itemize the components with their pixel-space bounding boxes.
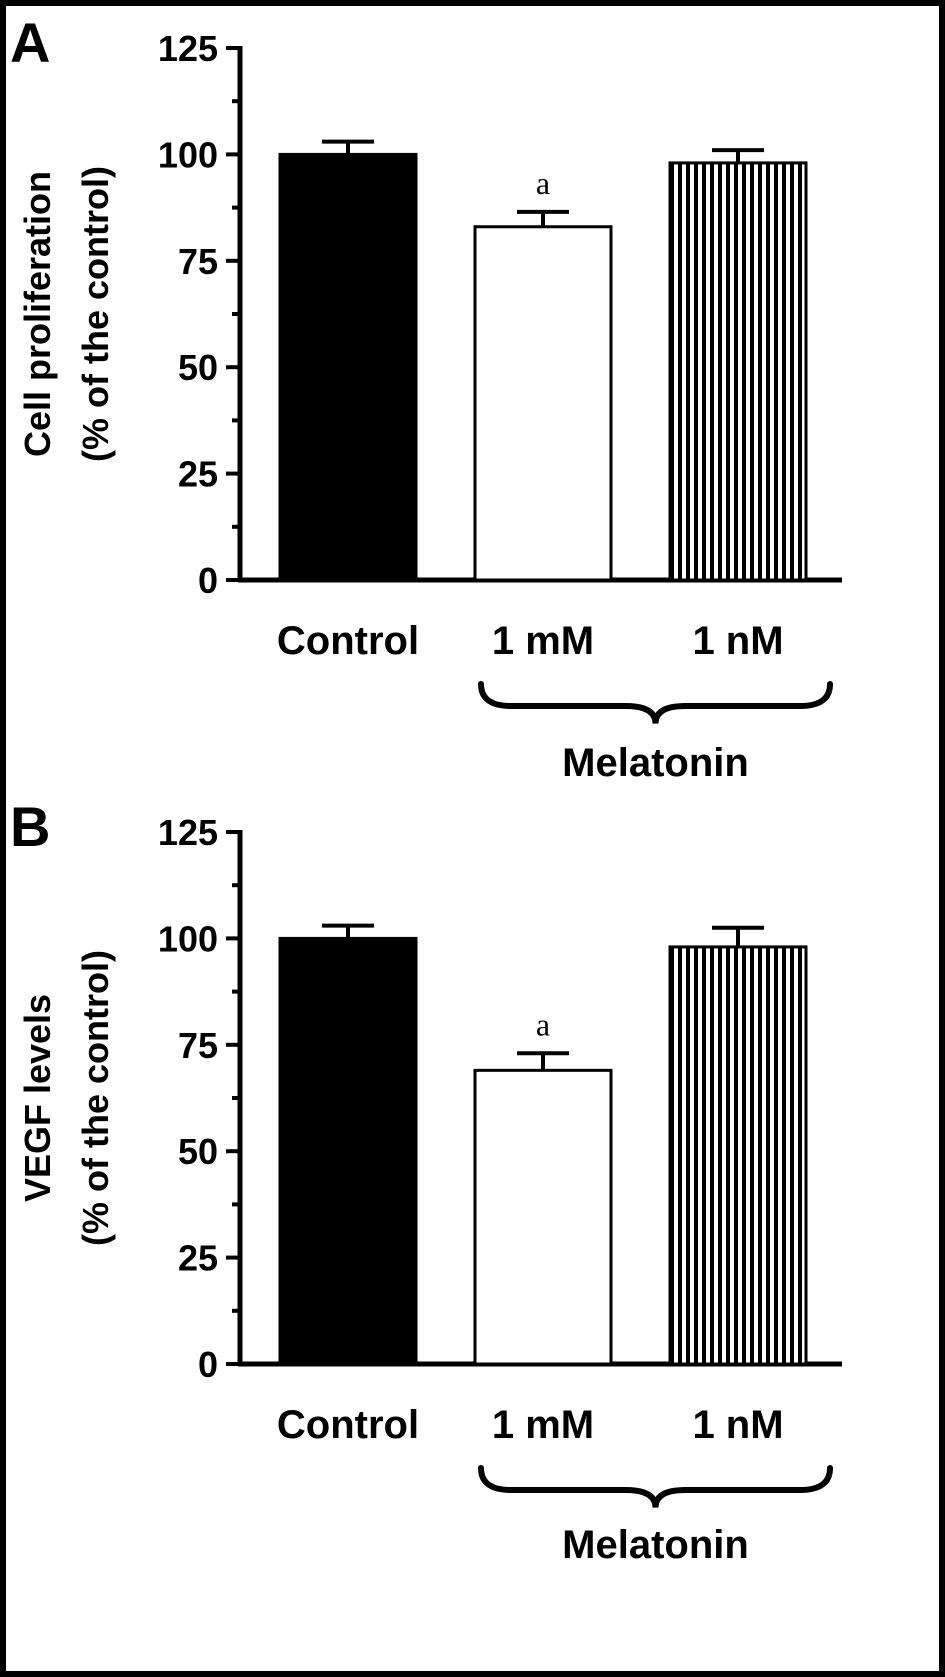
y-tick-label: 75 <box>178 1025 218 1066</box>
significance-label: a <box>536 1006 550 1042</box>
x-category-label: Control <box>277 1403 419 1447</box>
bar-1-nm <box>668 161 808 582</box>
y-tick-label: 125 <box>158 812 218 853</box>
x-category-label: 1 mM <box>492 619 594 663</box>
x-category-label: 1 mM <box>492 1403 594 1447</box>
x-category-label: Control <box>277 619 419 663</box>
bar-control <box>278 936 418 1366</box>
x-category-label: 1 nM <box>692 1403 783 1447</box>
bar-1-nm <box>668 945 808 1366</box>
y-tick-label: 25 <box>178 1238 218 1279</box>
panel-b: B VEGF levels (% of the control) 0 25 50 75 100… <box>10 795 842 1567</box>
y-tick-label: 100 <box>158 134 218 175</box>
figure: A Cell proliferation (% of the control) 0 25… <box>6 6 939 1671</box>
group-label: Melatonin <box>562 1523 749 1567</box>
y-tick-label: 100 <box>158 918 218 959</box>
y-tick-label: 50 <box>178 1131 218 1172</box>
group-brace <box>478 1465 833 1508</box>
y-axis-label-line: Cell proliferation <box>17 171 58 457</box>
y-axis-label-line: (% of the control) <box>75 950 116 1246</box>
panel-letter: A <box>10 11 50 74</box>
panel-a: A Cell proliferation (% of the control) 0 25… <box>10 11 842 785</box>
bar-1-mm <box>473 1068 613 1366</box>
bar-control <box>278 152 418 582</box>
y-axis-label-line: (% of the control) <box>75 166 116 462</box>
group-brace <box>478 681 833 724</box>
figure-svg: A Cell proliferation (% of the control) 0 25… <box>10 11 842 1567</box>
y-tick-label: 125 <box>158 28 218 69</box>
y-tick-label: 25 <box>178 454 218 495</box>
panel-letter: B <box>10 795 50 858</box>
y-tick-label: 50 <box>178 347 218 388</box>
y-axis-label-line: VEGF levels <box>17 994 58 1202</box>
y-tick-label: 0 <box>198 1344 218 1385</box>
bar-1-mm <box>473 225 613 582</box>
y-tick-label: 0 <box>198 560 218 601</box>
y-tick-label: 75 <box>178 241 218 282</box>
x-category-label: 1 nM <box>692 619 783 663</box>
group-label: Melatonin <box>562 741 749 785</box>
significance-label: a <box>536 165 550 201</box>
